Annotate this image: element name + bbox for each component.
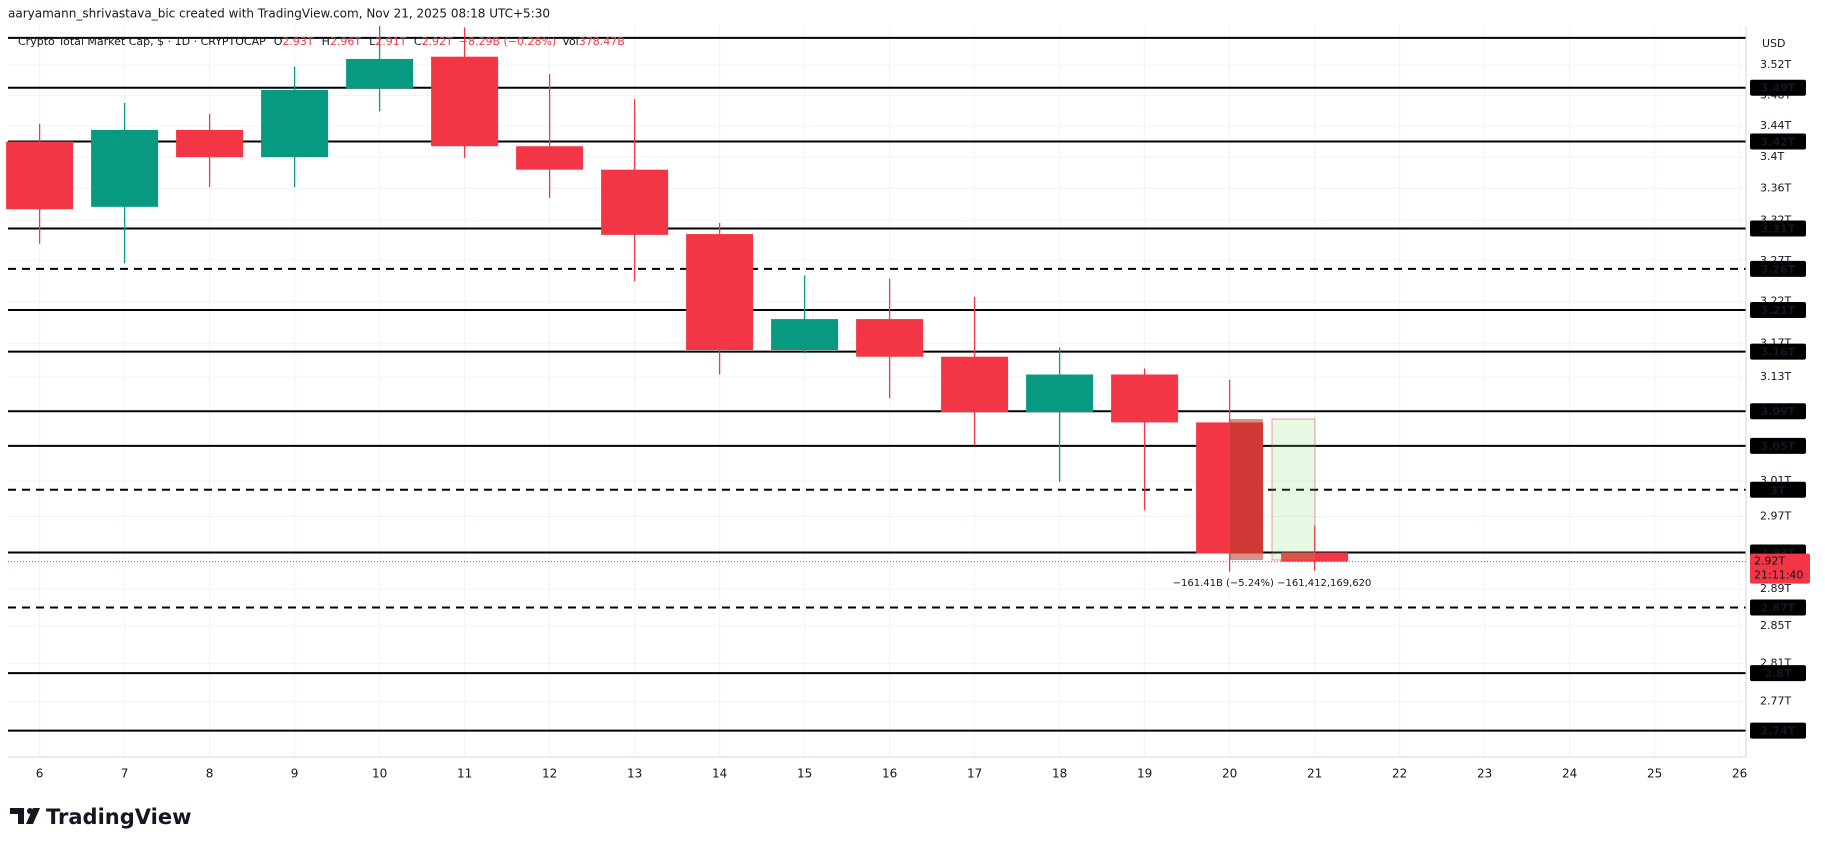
level-label-box [1750, 722, 1806, 739]
x-tick-label: 8 [206, 767, 214, 781]
y-tick-label: 3.44T [1760, 119, 1791, 132]
candle-body [516, 146, 584, 170]
countdown: 21:11:40 [1754, 569, 1803, 582]
level-label-box [1750, 665, 1806, 682]
legend-key: C [414, 35, 422, 48]
level-label: 3T [1770, 484, 1786, 497]
header: aaryamann_shrivastava_bic created with T… [8, 7, 550, 21]
x-tick-label: 19 [1137, 767, 1152, 781]
level-label-box [1750, 220, 1806, 237]
last-price-box [1750, 553, 1810, 584]
level-label-box [1750, 403, 1806, 420]
y-tick-label: 2.85T [1760, 619, 1791, 632]
level-label-box [1750, 437, 1806, 454]
candle-body [686, 234, 754, 351]
level-label: 2.8T [1765, 667, 1792, 680]
level-label-box [1750, 260, 1806, 277]
candle-body [6, 141, 74, 210]
legend-value: 378.47B [579, 35, 625, 48]
legend-key: H [322, 35, 330, 48]
levels [8, 36, 1746, 732]
candle-body [856, 319, 924, 357]
legend-change: −8.29B (−0.28%) [459, 35, 557, 48]
x-tick-label: 20 [1222, 767, 1237, 781]
legend-value: 2.93T [282, 35, 313, 48]
level-label-box [1750, 599, 1806, 616]
x-tick-label: 17 [967, 767, 982, 781]
level-label-box [1750, 133, 1806, 150]
y-tick-label: 3.13T [1760, 370, 1791, 383]
y-tick-label: 2.89T [1760, 582, 1791, 595]
candles [6, 26, 1349, 572]
candle-body [261, 90, 329, 158]
candle-body [941, 356, 1009, 413]
level-label-box [1750, 481, 1806, 498]
measure-range-red [1230, 419, 1263, 560]
x-tick-label: 24 [1562, 767, 1577, 781]
brand: TradingView [46, 805, 191, 829]
level-label-box [1750, 343, 1806, 360]
level-label: 3.26T [1761, 263, 1796, 276]
level-label: 3.31T [1761, 222, 1796, 235]
candle-body [1111, 374, 1179, 423]
legend-symbol: Crypto Total Market Cap, $ · 1D · CRYPTO… [18, 35, 266, 48]
x-tick-label: 6 [36, 767, 44, 781]
x-tick-label: 11 [457, 767, 472, 781]
candle-body [431, 56, 499, 147]
x-tick-label: 10 [372, 767, 387, 781]
currency: USD [1762, 37, 1786, 50]
brand-dot [27, 808, 33, 814]
x-tick-label: 25 [1647, 767, 1662, 781]
measure-label: −161.41B (−5.24%) −161,412,169,620 [1173, 578, 1372, 589]
legend-value: 2.91T [375, 35, 406, 48]
candle-body [601, 169, 669, 235]
legend-key: L [369, 35, 376, 48]
x-tick-label: 21 [1307, 767, 1322, 781]
level-label: 2.74T [1761, 725, 1796, 738]
level-label-box [1750, 79, 1806, 96]
x-tick-label: 23 [1477, 767, 1492, 781]
x-tick-label: 7 [121, 767, 129, 781]
legend-value: 2.92T [422, 35, 453, 48]
level-label: 3.09T [1761, 405, 1796, 418]
candle-body [346, 58, 414, 89]
legend-value: 2.96T [330, 35, 361, 48]
level-label: 3.21T [1761, 304, 1796, 317]
level-label: 3.05T [1761, 440, 1796, 453]
y-tick-label: 3.36T [1760, 182, 1791, 195]
level-label: 2.87T [1761, 601, 1796, 614]
last-price-label: 2.92T [1754, 555, 1785, 568]
legend-key: O [274, 35, 283, 48]
x-tick-label: 9 [291, 767, 299, 781]
candle-body [1281, 552, 1349, 562]
brand-logo [10, 808, 40, 824]
candle-body [176, 129, 244, 158]
y-tick-label: 3.4T [1760, 150, 1784, 163]
level-label: 3.49T [1761, 82, 1796, 95]
y-tick-label: 2.77T [1760, 695, 1791, 708]
measure-range-green [1271, 418, 1316, 561]
level-label: 3.16T [1761, 346, 1796, 359]
x-tick-label: 14 [712, 767, 727, 781]
x-tick-label: 16 [882, 767, 897, 781]
candle-body [91, 129, 159, 207]
candle-body [1026, 374, 1094, 413]
y-tick-label: 2.97T [1760, 509, 1791, 522]
y-tick-label: 3.52T [1760, 58, 1791, 71]
candle-body [771, 319, 839, 351]
x-tick-label: 13 [627, 767, 642, 781]
x-tick-label: 12 [542, 767, 557, 781]
legend: Crypto Total Market Cap, $ · 1D · CRYPTO… [18, 35, 625, 48]
level-label-box [1750, 301, 1806, 318]
level-label: 3.42T [1761, 136, 1796, 149]
x-tick-label: 15 [797, 767, 812, 781]
x-tick-label: 18 [1052, 767, 1067, 781]
legend-key: Vol [562, 35, 578, 48]
x-tick-label: 22 [1392, 767, 1407, 781]
x-tick-label: 26 [1732, 767, 1747, 781]
